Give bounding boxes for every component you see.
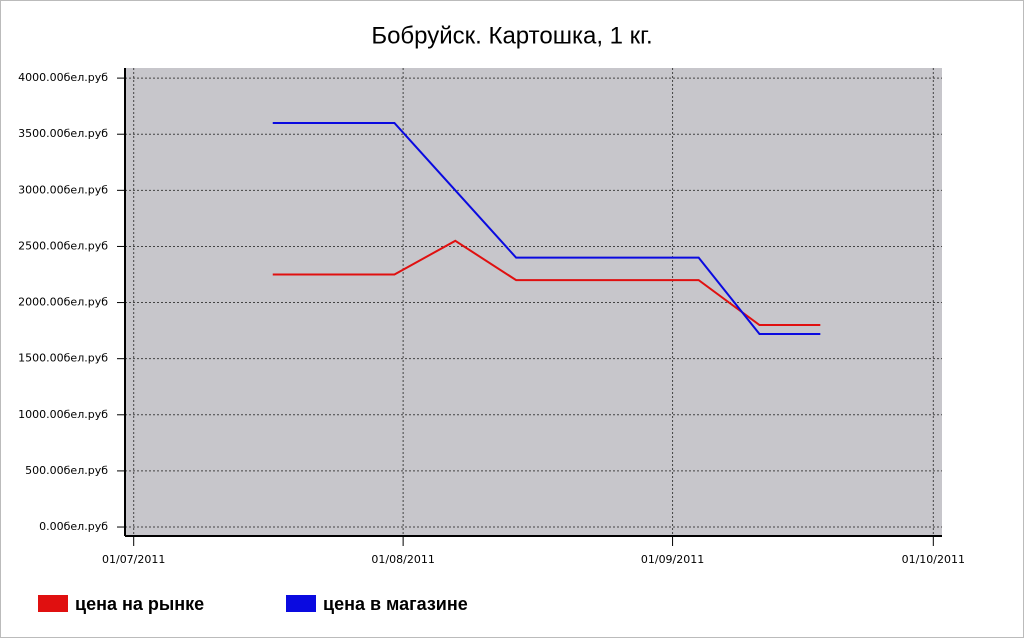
series-line (272, 121, 821, 335)
y-tick-label: 3500.00бел.руб (18, 127, 108, 140)
y-tick-label: 4000.00бел.руб (18, 71, 108, 84)
legend-swatch (286, 595, 316, 612)
x-tick-label: 01/09/2011 (641, 553, 704, 566)
y-tick-label: 1000.00бел.руб (18, 408, 108, 421)
y-tick-label: 2000.00бел.руб (18, 296, 108, 309)
x-tick-label: 01/08/2011 (371, 553, 434, 566)
legend-swatch (38, 595, 68, 612)
legend-label: цена на рынке (75, 594, 204, 614)
legend-label: цена в магазине (323, 594, 468, 614)
y-tick-label: 1500.00бел.руб (18, 352, 108, 365)
y-tick-label: 500.00бел.руб (25, 464, 108, 477)
series-line (272, 239, 821, 327)
y-tick-label: 3000.00бел.руб (18, 183, 108, 196)
x-tick-label: 01/10/2011 (902, 553, 965, 566)
chart-title: Бобруйск. Картошка, 1 кг. (371, 22, 652, 49)
plot-area (125, 68, 942, 536)
x-tick-label: 01/07/2011 (102, 553, 165, 566)
y-tick-label: 0.00бел.руб (39, 520, 108, 533)
y-tick-label: 2500.00бел.руб (18, 239, 108, 252)
